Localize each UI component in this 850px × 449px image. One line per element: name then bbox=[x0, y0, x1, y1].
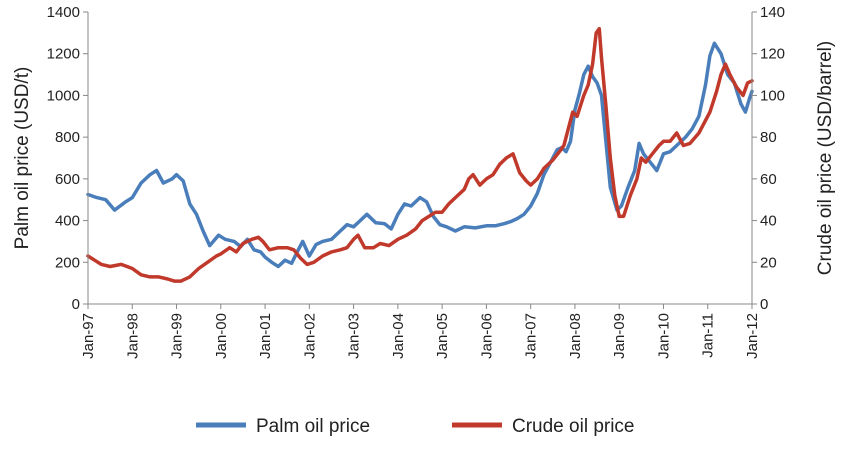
plot-area bbox=[86, 26, 754, 283]
right-tick-label: 120 bbox=[760, 46, 785, 63]
x-tick-label: Jan-08 bbox=[567, 313, 584, 359]
x-tick-label: Jan-07 bbox=[523, 313, 540, 359]
series-line-palm-oil bbox=[86, 41, 754, 269]
legend: Palm oil price Crude oil price bbox=[196, 416, 635, 437]
right-tick-label: 140 bbox=[760, 4, 785, 21]
legend-label-crude-oil: Crude oil price bbox=[512, 416, 635, 437]
x-tick-label: Jan-11 bbox=[700, 313, 717, 358]
x-tick-label: Jan-00 bbox=[213, 313, 230, 359]
left-tick-label: 600 bbox=[55, 171, 80, 188]
x-tick-label: Jan-02 bbox=[301, 313, 318, 359]
x-tick-label: Jan-03 bbox=[346, 313, 363, 359]
left-tick-label: 400 bbox=[55, 213, 80, 230]
left-axis-title: Palm oil price (USD/t) bbox=[12, 67, 33, 250]
x-tick-label: Jan-09 bbox=[611, 313, 628, 359]
right-tick-label: 60 bbox=[760, 171, 777, 188]
left-tick-label: 1200 bbox=[47, 46, 80, 63]
left-tick-label: 0 bbox=[72, 296, 80, 313]
right-tick-label: 20 bbox=[760, 254, 777, 271]
legend-label-palm-oil: Palm oil price bbox=[256, 416, 370, 437]
right-tick-label: 40 bbox=[760, 213, 777, 230]
axes: 0 200 400 600 800 1000 1200 1400 0 20 40 60 80 100 120… bbox=[47, 4, 785, 359]
x-tick-label: Jan-01 bbox=[257, 313, 274, 359]
left-tick-label: 200 bbox=[55, 254, 80, 271]
x-tick-label: Jan-06 bbox=[478, 313, 495, 359]
right-tick-label: 0 bbox=[760, 296, 768, 313]
x-tick-label: Jan-97 bbox=[80, 313, 97, 359]
right-tick-label: 80 bbox=[760, 129, 777, 146]
x-tick-label: Jan-10 bbox=[655, 313, 672, 359]
left-tick-label: 800 bbox=[55, 129, 80, 146]
x-tick-label: Jan-99 bbox=[169, 313, 186, 359]
x-tick-label: Jan-05 bbox=[434, 313, 451, 359]
series-line-crude-oil bbox=[86, 26, 754, 283]
left-tick-label: 1000 bbox=[47, 87, 80, 104]
left-tick-label: 1400 bbox=[47, 4, 80, 21]
right-axis-title: Crude oil price (USD/barrel) bbox=[815, 41, 836, 275]
x-tick-label: Jan-98 bbox=[124, 313, 141, 359]
x-tick-label: Jan-04 bbox=[390, 313, 407, 359]
x-tick-label: Jan-12 bbox=[744, 313, 761, 359]
right-tick-label: 100 bbox=[760, 87, 785, 104]
